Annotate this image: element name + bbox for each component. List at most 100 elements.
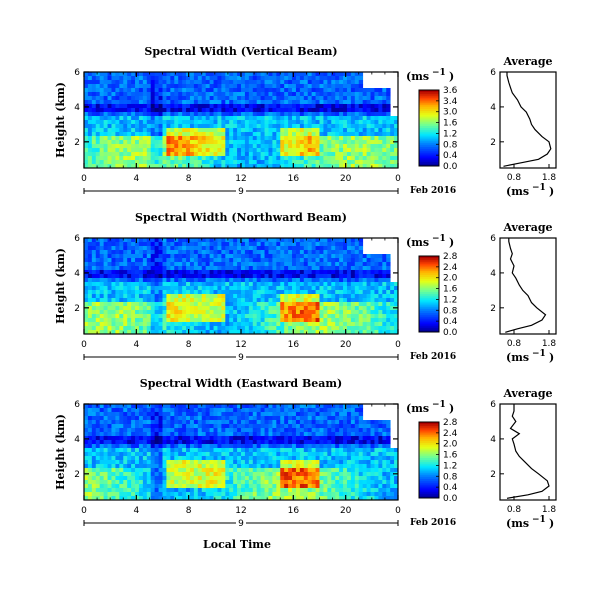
colorbar-tick-label: 0.8 [443,306,458,316]
colorbar-frame [418,255,440,333]
date-label: Feb 2016 [410,518,456,528]
x-tick-label: 16 [288,174,300,184]
date-label: Feb 2016 [410,186,456,196]
average-profile-line [503,72,552,167]
panel-1: Spectral Width (Vertical Beam)0 4 8 12 16 20 0… [54,45,557,198]
colorbar-tick-label: 0.4 [443,151,458,161]
colorbar-tick-label: 2.0 [443,440,458,450]
average-x-tick-label: 1.8 [542,505,557,515]
date-day: 9 [238,353,244,363]
heatmap-field [84,404,399,501]
colorbar [419,256,439,333]
colorbar-unit-close: ) [449,402,454,415]
heatmap-field [84,238,399,335]
panel-title: Spectral Width (Northward Beam) [135,211,347,224]
colorbar-unit-exp: −1 [432,400,446,410]
average-unit-exp: −1 [532,183,546,193]
average-y-tick-label: 4 [490,269,496,279]
colorbar-tick-label: 1.2 [443,461,457,471]
x-tick-label: 8 [186,506,192,516]
colorbar-tick-label: 0.8 [443,140,458,150]
average-title: Average [502,55,552,68]
average-unit-close: ) [549,185,554,198]
average-unit-close: ) [549,351,554,364]
x-tick-label: 8 [186,174,192,184]
colorbar-unit-exp: −1 [432,68,446,78]
average-profile-line [506,404,550,499]
colorbar-tick-label: 2.8 [443,252,458,262]
x-tick-label: 8 [186,340,192,350]
x-tick-label: 4 [133,174,139,184]
average-y-tick-label: 6 [490,234,496,244]
average-y-tick-label: 2 [490,304,496,314]
average-y-tick-label: 6 [490,400,496,410]
average-x-tick-label: 0.8 [507,173,522,183]
y-axis-label: Height (km) [54,414,67,490]
colorbar-tick-label: 2.4 [443,263,458,273]
x-tick-label: 0 [395,340,401,350]
average-frame [499,71,557,169]
y-tick-label: 2 [74,470,80,480]
average-frame [499,403,557,501]
x-tick-label: 12 [235,506,246,516]
colorbar-tick-label: 0.0 [443,328,458,338]
colorbar-unit: (ms [406,70,429,83]
average-y-tick-label: 2 [490,470,496,480]
colorbar-tick-label: 0.0 [443,162,458,172]
x-tick-label: 0 [81,174,87,184]
x-tick-label: 12 [235,340,246,350]
x-tick-label: 0 [81,506,87,516]
colorbar-unit: (ms [406,236,429,249]
x-tick-label: 0 [395,174,401,184]
average-unit: (ms [506,351,529,364]
average-x-tick-label: 0.8 [507,339,522,349]
y-tick-label: 6 [74,400,80,410]
y-tick-label: 6 [74,234,80,244]
average-frame [499,237,557,335]
average-title: Average [502,387,552,400]
x-tick-label: 20 [340,340,352,350]
colorbar-unit: (ms [406,402,429,415]
colorbar-unit-close: ) [449,236,454,249]
colorbar-tick-label: 1.2 [443,295,457,305]
x-tick-label: 20 [340,506,352,516]
panel-3: Spectral Width (Eastward Beam)0 4 8 12 16 20 0… [54,377,557,530]
y-tick-label: 4 [74,435,80,445]
average-title: Average [502,221,552,234]
date-day: 9 [238,519,244,529]
average-profile-line [505,238,547,333]
average-unit-exp: −1 [532,349,546,359]
colorbar-tick-label: 1.6 [443,285,458,295]
colorbar-tick-label: 0.4 [443,483,458,493]
x-tick-label: 4 [133,340,139,350]
average-x-tick-label: 1.8 [542,339,557,349]
colorbar-tick-label: 1.2 [443,129,457,139]
average-unit-exp: −1 [532,515,546,525]
colorbar-tick-label: 0.8 [443,472,458,482]
y-tick-label: 6 [74,68,80,78]
average-unit: (ms [506,517,529,530]
average-unit: (ms [506,185,529,198]
x-tick-label: 4 [133,506,139,516]
colorbar [419,90,439,167]
y-tick-label: 4 [74,103,80,113]
y-tick-label: 2 [74,138,80,148]
average-unit-close: ) [549,517,554,530]
panel-title: Spectral Width (Vertical Beam) [144,45,337,58]
panel-title: Spectral Width (Eastward Beam) [140,377,342,390]
heatmap-field [84,72,399,169]
average-y-tick-label: 4 [490,103,496,113]
panel-2: Spectral Width (Northward Beam)0 4 8 12 16 20… [54,211,557,364]
x-tick-label: 12 [235,174,246,184]
y-axis-label: Height (km) [54,82,67,158]
colorbar-tick-label: 0.0 [443,494,458,504]
colorbar-tick-label: 1.6 [443,451,458,461]
colorbar-tick-label: 3.0 [443,108,458,118]
colorbar-unit-close: ) [449,70,454,83]
y-tick-label: 4 [74,269,80,279]
y-axis-label: Height (km) [54,248,67,324]
colorbar-tick-label: 0.4 [443,317,458,327]
average-y-tick-label: 2 [490,138,496,148]
colorbar-tick-label: 3.4 [443,97,458,107]
